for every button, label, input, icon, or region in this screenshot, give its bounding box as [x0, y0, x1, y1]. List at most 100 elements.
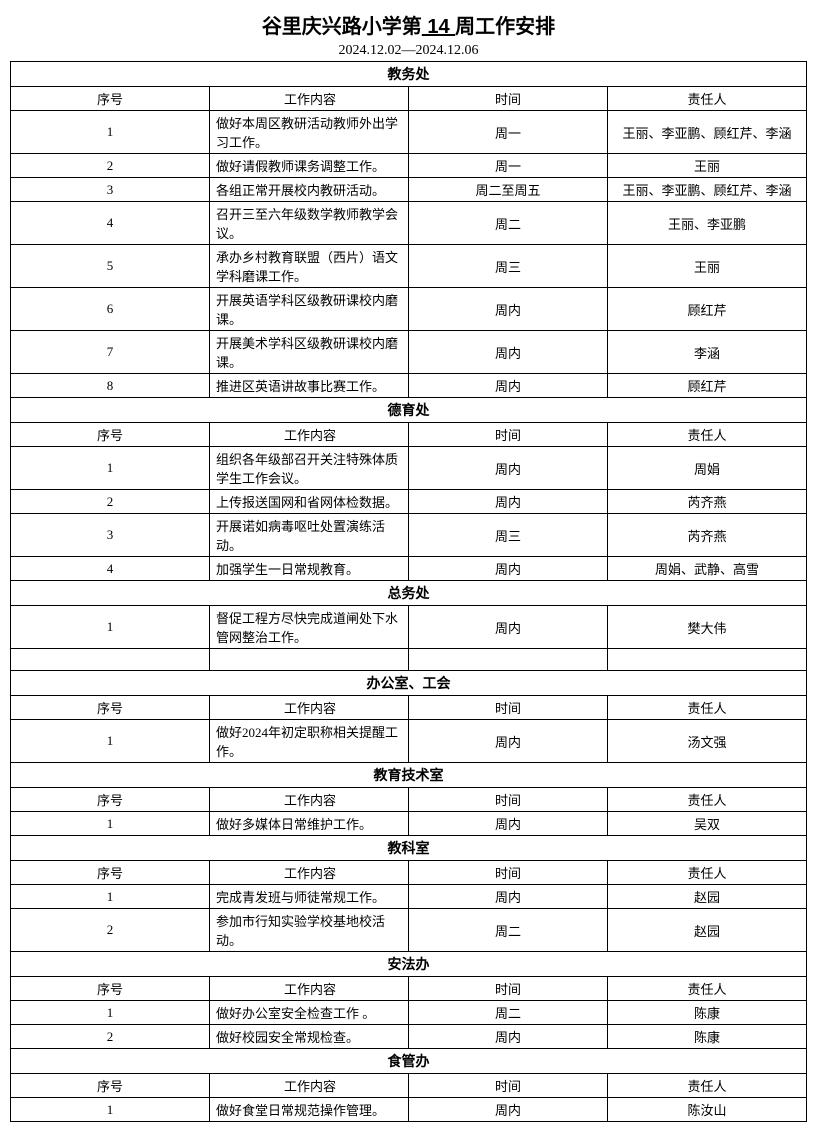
section-header: 食管办 — [11, 1049, 807, 1074]
table-row: 7开展美术学科区级教研课校内磨课。周内李涵 — [11, 331, 807, 374]
row-person: 周娟 — [608, 447, 807, 490]
row-time: 周内 — [409, 1025, 608, 1049]
section-header: 总务处 — [11, 581, 807, 606]
table-row: 3开展诺如病毒呕吐处置演练活动。周三芮齐燕 — [11, 514, 807, 557]
row-person: 赵园 — [608, 909, 807, 952]
col-header-person: 责任人 — [608, 423, 807, 447]
row-content: 做好多媒体日常维护工作。 — [210, 812, 409, 836]
row-content: 做好请假教师课务调整工作。 — [210, 154, 409, 178]
schedule-table: 教务处序号工作内容时间责任人1做好本周区教研活动教师外出学习工作。周一王丽、李亚… — [10, 61, 807, 1122]
row-time: 周一 — [409, 111, 608, 154]
title-week: 14 — [422, 16, 455, 38]
row-content: 开展英语学科区级教研课校内磨课。 — [210, 288, 409, 331]
row-seq: 1 — [11, 606, 210, 649]
row-time: 周内 — [409, 374, 608, 398]
row-time: 周内 — [409, 447, 608, 490]
row-person: 王丽、李亚鹏 — [608, 202, 807, 245]
row-seq: 2 — [11, 154, 210, 178]
table-row: 1做好多媒体日常维护工作。周内吴双 — [11, 812, 807, 836]
row-content: 督促工程方尽快完成道闸处下水管网整治工作。 — [210, 606, 409, 649]
row-content: 开展诺如病毒呕吐处置演练活动。 — [210, 514, 409, 557]
row-person: 汤文强 — [608, 720, 807, 763]
table-row: 2做好请假教师课务调整工作。周一王丽 — [11, 154, 807, 178]
row-person: 王丽、李亚鹏、顾红芹、李涵 — [608, 111, 807, 154]
row-seq: 1 — [11, 447, 210, 490]
table-row: 2参加市行知实验学校基地校活动。周二赵园 — [11, 909, 807, 952]
table-row: 8推进区英语讲故事比赛工作。周内顾红芹 — [11, 374, 807, 398]
table-row: 1做好本周区教研活动教师外出学习工作。周一王丽、李亚鹏、顾红芹、李涵 — [11, 111, 807, 154]
table-row: 2做好校园安全常规检查。周内陈康 — [11, 1025, 807, 1049]
table-row: 1督促工程方尽快完成道闸处下水管网整治工作。周内樊大伟 — [11, 606, 807, 649]
row-time: 周内 — [409, 557, 608, 581]
row-seq: 8 — [11, 374, 210, 398]
row-time: 周内 — [409, 885, 608, 909]
col-header-content: 工作内容 — [210, 423, 409, 447]
row-person: 周娟、武静、高雪 — [608, 557, 807, 581]
row-person: 陈汝山 — [608, 1098, 807, 1122]
table-row: 1做好食堂日常规范操作管理。周内陈汝山 — [11, 1098, 807, 1122]
row-person: 樊大伟 — [608, 606, 807, 649]
row-content: 推进区英语讲故事比赛工作。 — [210, 374, 409, 398]
row-content: 开展美术学科区级教研课校内磨课。 — [210, 331, 409, 374]
col-header-seq: 序号 — [11, 977, 210, 1001]
col-header-person: 责任人 — [608, 977, 807, 1001]
row-seq: 4 — [11, 202, 210, 245]
col-header-person: 责任人 — [608, 696, 807, 720]
col-header-time: 时间 — [409, 87, 608, 111]
row-seq: 1 — [11, 812, 210, 836]
col-header-seq: 序号 — [11, 861, 210, 885]
section-header: 教育技术室 — [11, 763, 807, 788]
row-person: 王丽 — [608, 154, 807, 178]
col-header-person: 责任人 — [608, 1074, 807, 1098]
col-header-time: 时间 — [409, 861, 608, 885]
row-time: 周三 — [409, 245, 608, 288]
row-time: 周二 — [409, 909, 608, 952]
row-content: 做好校园安全常规检查。 — [210, 1025, 409, 1049]
row-content: 加强学生一日常规教育。 — [210, 557, 409, 581]
col-header-time: 时间 — [409, 977, 608, 1001]
table-row: 1组织各年级部召开关注特殊体质学生工作会议。周内周娟 — [11, 447, 807, 490]
row-seq: 1 — [11, 111, 210, 154]
col-header-content: 工作内容 — [210, 87, 409, 111]
row-person: 顾红芹 — [608, 288, 807, 331]
table-row: 4加强学生一日常规教育。周内周娟、武静、高雪 — [11, 557, 807, 581]
col-header-content: 工作内容 — [210, 1074, 409, 1098]
row-content: 完成青发班与师徒常规工作。 — [210, 885, 409, 909]
row-content: 组织各年级部召开关注特殊体质学生工作会议。 — [210, 447, 409, 490]
blank-cell — [210, 649, 409, 671]
table-row: 3各组正常开展校内教研活动。周二至周五王丽、李亚鹏、顾红芹、李涵 — [11, 178, 807, 202]
row-seq: 5 — [11, 245, 210, 288]
row-seq: 7 — [11, 331, 210, 374]
row-time: 周二 — [409, 202, 608, 245]
col-header-seq: 序号 — [11, 696, 210, 720]
row-seq: 4 — [11, 557, 210, 581]
blank-cell — [409, 649, 608, 671]
section-header: 安法办 — [11, 952, 807, 977]
page-title: 谷里庆兴路小学第 14 周工作安排 — [10, 10, 807, 39]
row-person: 陈康 — [608, 1001, 807, 1025]
table-row: 4召开三至六年级数学教师教学会议。周二王丽、李亚鹏 — [11, 202, 807, 245]
row-content: 参加市行知实验学校基地校活动。 — [210, 909, 409, 952]
row-time: 周内 — [409, 812, 608, 836]
row-time: 周一 — [409, 154, 608, 178]
row-time: 周三 — [409, 514, 608, 557]
col-header-content: 工作内容 — [210, 977, 409, 1001]
row-time: 周内 — [409, 288, 608, 331]
row-seq: 1 — [11, 720, 210, 763]
row-time: 周内 — [409, 331, 608, 374]
row-content: 召开三至六年级数学教师教学会议。 — [210, 202, 409, 245]
blank-cell — [608, 649, 807, 671]
row-seq: 1 — [11, 1098, 210, 1122]
row-content: 各组正常开展校内教研活动。 — [210, 178, 409, 202]
row-time: 周内 — [409, 720, 608, 763]
row-seq: 3 — [11, 514, 210, 557]
col-header-seq: 序号 — [11, 1074, 210, 1098]
row-time: 周二 — [409, 1001, 608, 1025]
col-header-time: 时间 — [409, 696, 608, 720]
date-range: 2024.12.02—2024.12.06 — [10, 43, 807, 59]
section-header: 教务处 — [11, 62, 807, 87]
row-seq: 2 — [11, 1025, 210, 1049]
col-header-seq: 序号 — [11, 87, 210, 111]
table-row: 6开展英语学科区级教研课校内磨课。周内顾红芹 — [11, 288, 807, 331]
row-seq: 6 — [11, 288, 210, 331]
